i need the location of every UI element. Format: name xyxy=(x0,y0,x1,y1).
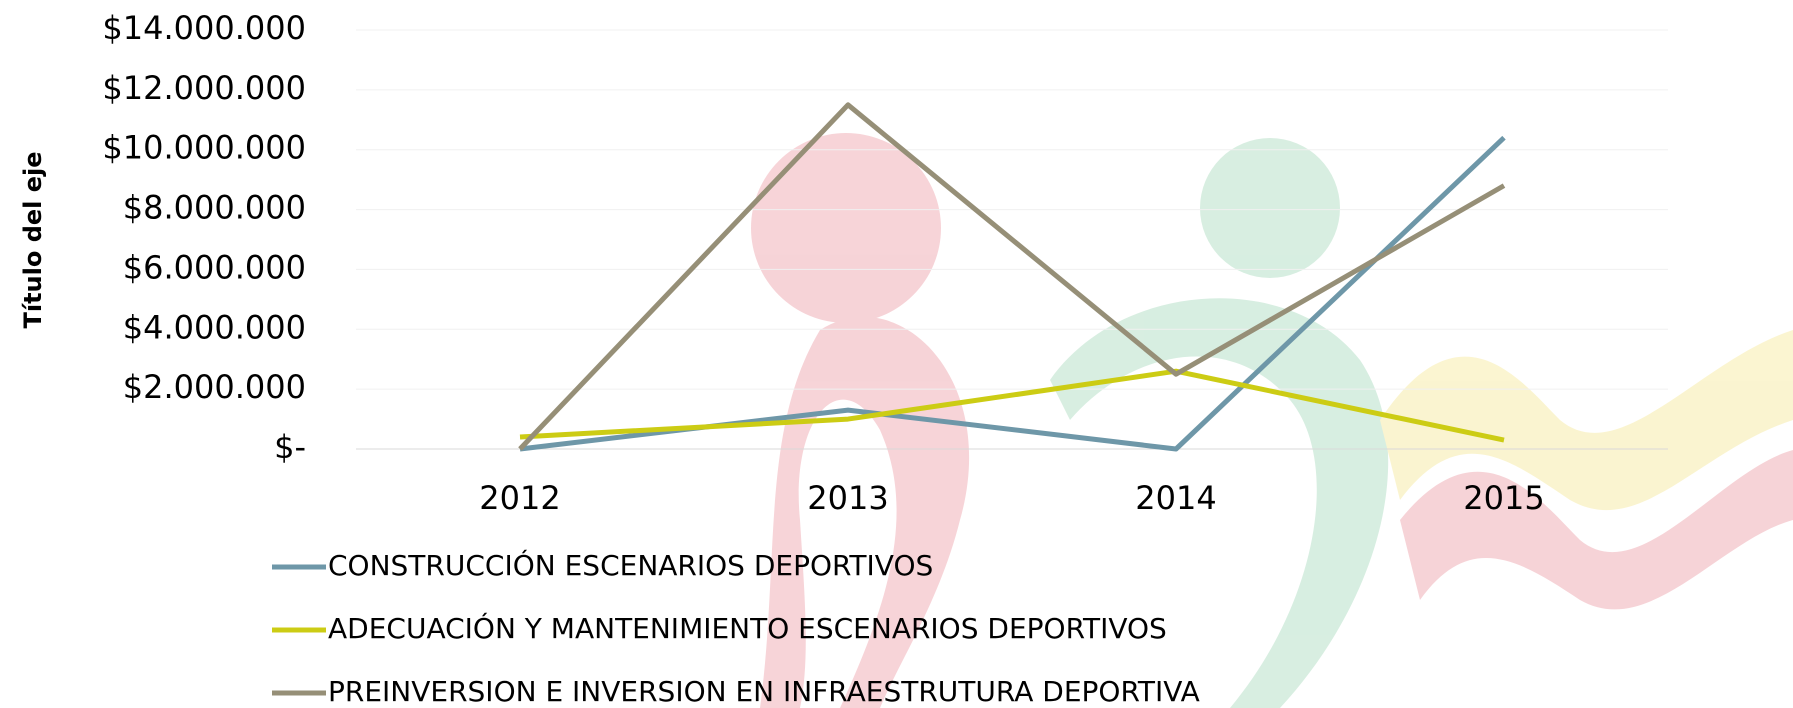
y-axis-title: Título del eje xyxy=(19,151,47,328)
x-tick-label: 2014 xyxy=(1135,479,1216,517)
x-tick-label: 2013 xyxy=(807,479,888,517)
y-tick-label: $- xyxy=(274,428,306,466)
legend-label: CONSTRUCCIÓN ESCENARIOS DEPORTIVOS xyxy=(328,548,933,582)
chart: Título del eje $- $2.000.000 $4.000.000 $6.… xyxy=(0,0,1793,708)
y-tick-label: $2.000.000 xyxy=(123,368,306,406)
legend-label: ADECUACIÓN Y MANTENIMIENTO ESCENARIOS DE… xyxy=(328,611,1167,645)
y-tick-label: $10.000.000 xyxy=(102,129,306,167)
y-tick-label: $6.000.000 xyxy=(123,248,306,286)
y-tick-label: $4.000.000 xyxy=(123,308,306,346)
y-tick-label: $8.000.000 xyxy=(123,189,306,227)
x-tick-label: 2012 xyxy=(479,479,560,517)
y-tick-label: $14.000.000 xyxy=(102,9,306,47)
x-tick-label: 2015 xyxy=(1463,479,1544,517)
legend-label: PREINVERSION E INVERSION EN INFRAESTRUTU… xyxy=(328,675,1200,708)
y-tick-label: $12.000.000 xyxy=(102,69,306,107)
